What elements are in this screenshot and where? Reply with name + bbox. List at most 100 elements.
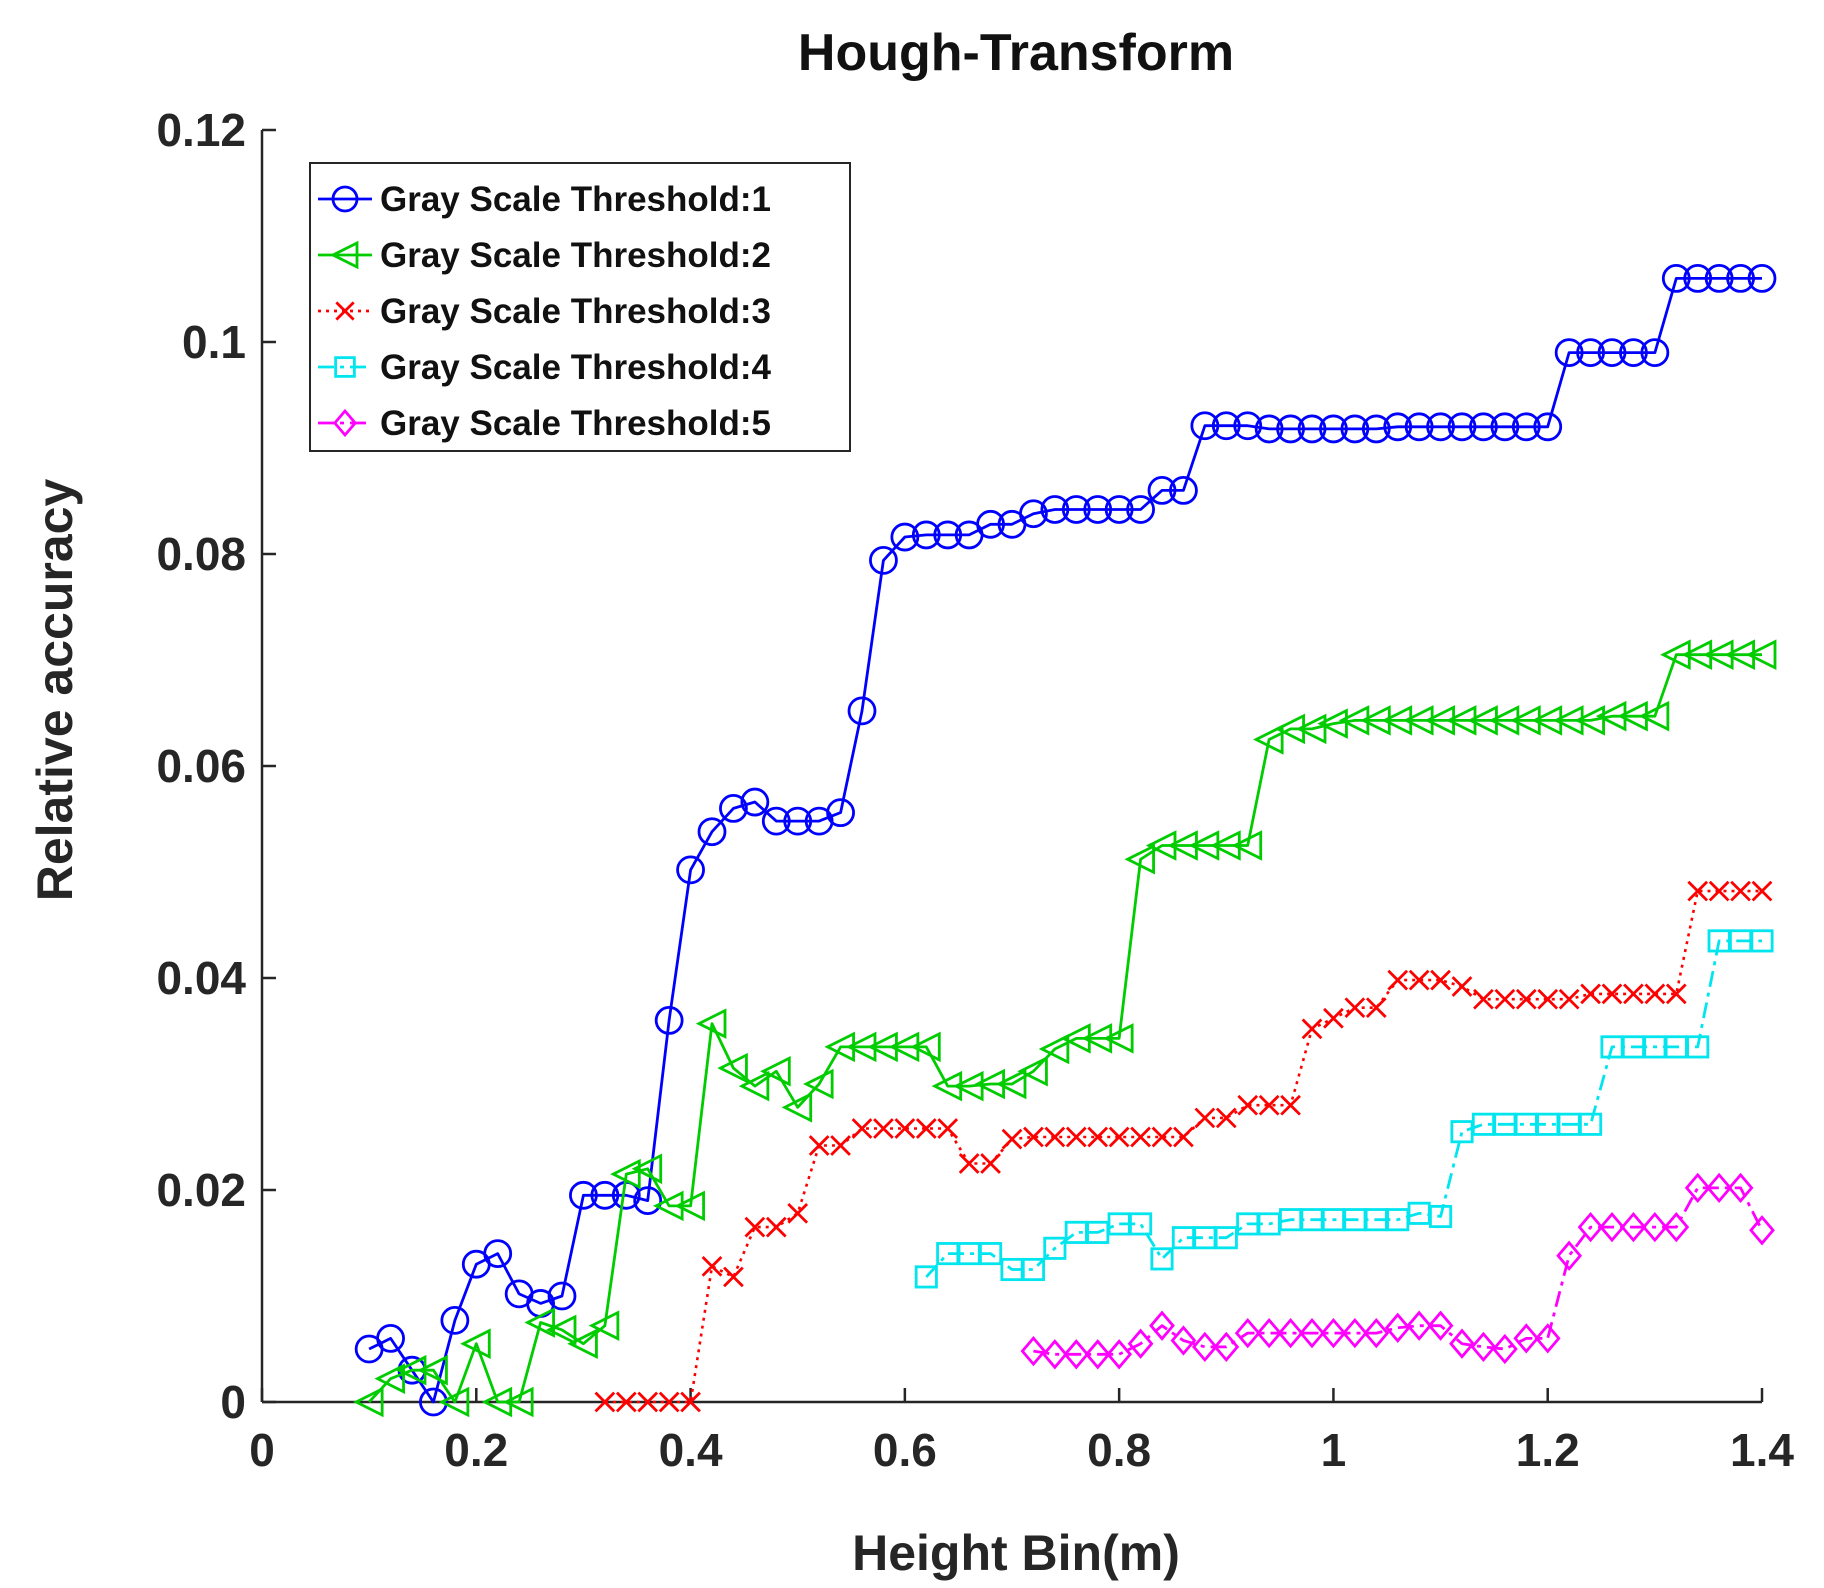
legend-entry-3: Gray Scale Threshold:3 <box>318 292 771 331</box>
data-point <box>332 408 358 438</box>
data-point <box>1686 1035 1710 1059</box>
data-point <box>695 1008 727 1039</box>
data-point <box>1726 263 1755 293</box>
data-point <box>1473 988 1494 1010</box>
data-point <box>460 1328 491 1359</box>
data-point <box>1640 338 1670 368</box>
data-point <box>1620 1211 1647 1243</box>
series-5 <box>1020 1172 1775 1370</box>
data-point <box>979 1242 1003 1266</box>
data-point <box>1173 1126 1194 1148</box>
data-point <box>1188 830 1220 861</box>
data-point <box>1429 1204 1453 1229</box>
data-point <box>1363 1317 1390 1349</box>
data-point <box>697 817 727 847</box>
data-point <box>1104 495 1134 524</box>
data-point <box>980 1153 1001 1174</box>
data-point <box>1706 1172 1733 1204</box>
data-point <box>738 1070 770 1102</box>
x-tick-label: 1.2 <box>1516 1424 1580 1476</box>
data-point <box>787 1202 809 1224</box>
legend-label: Gray Scale Threshold:2 <box>380 236 771 275</box>
data-point <box>1126 495 1155 524</box>
data-point <box>937 1118 959 1139</box>
data-point <box>1579 1112 1603 1136</box>
data-point <box>637 1391 659 1413</box>
data-point <box>1103 1023 1134 1054</box>
data-point <box>824 1031 855 1063</box>
data-point <box>888 1031 920 1063</box>
data-point <box>1595 700 1627 732</box>
x-tick-label: 1.4 <box>1730 1424 1794 1476</box>
series-layer <box>353 263 1777 1418</box>
data-point <box>1426 412 1455 442</box>
legend-label: Gray Scale Threshold:4 <box>380 348 772 387</box>
data-point <box>830 1135 851 1156</box>
data-point <box>1361 414 1391 444</box>
data-point <box>1231 830 1263 861</box>
data-point <box>610 1158 641 1190</box>
data-point <box>1044 1126 1066 1148</box>
data-point <box>1149 1310 1175 1341</box>
series-line <box>368 276 1762 1404</box>
data-point <box>974 1068 1005 1100</box>
legend-entry-1: Gray Scale Threshold:1 <box>318 180 771 219</box>
data-point <box>890 522 920 552</box>
data-point <box>847 696 877 726</box>
legend-box <box>309 162 851 452</box>
data-point <box>1577 1211 1604 1243</box>
data-point <box>995 1068 1027 1100</box>
data-point <box>1449 1328 1475 1359</box>
data-point <box>911 520 941 550</box>
data-point <box>1576 338 1605 368</box>
data-point <box>1661 263 1691 293</box>
data-point <box>1167 830 1198 861</box>
data-point <box>1494 988 1516 1010</box>
data-point <box>1021 1257 1045 1282</box>
data-point <box>1038 1033 1070 1065</box>
data-point <box>1277 1317 1304 1349</box>
data-point <box>717 1052 748 1084</box>
data-point <box>1258 1094 1280 1116</box>
data-point <box>1191 1331 1218 1363</box>
data-point <box>1150 1247 1174 1271</box>
data-point <box>1745 639 1777 670</box>
data-point <box>1274 713 1305 745</box>
data-point <box>1256 1317 1283 1349</box>
data-point <box>1041 1339 1068 1370</box>
series-2 <box>353 639 1777 1418</box>
data-point <box>1644 983 1666 1005</box>
legend-entry-4: Gray Scale Threshold:4 <box>318 348 772 387</box>
data-point <box>867 1031 898 1063</box>
data-point <box>1254 414 1284 444</box>
data-point <box>761 806 791 836</box>
data-point <box>335 301 355 321</box>
chart-title: Hough-Transform <box>798 24 1234 82</box>
data-point <box>1129 1212 1153 1236</box>
data-point <box>329 240 359 270</box>
x-axis-label: Height Bin(m) <box>852 1525 1180 1581</box>
data-point <box>976 509 1005 539</box>
x-tick-label: 0.4 <box>659 1424 723 1476</box>
data-point <box>914 1265 938 1289</box>
data-point <box>1491 1333 1518 1365</box>
data-point <box>1060 1023 1091 1054</box>
data-point <box>1617 700 1648 732</box>
data-point <box>1704 263 1734 293</box>
data-point <box>1087 1126 1109 1148</box>
data-point <box>1280 1094 1301 1116</box>
data-point <box>1684 1172 1711 1204</box>
data-point <box>1124 844 1155 875</box>
x-tick-label: 1 <box>1321 1424 1347 1476</box>
data-point <box>1043 1236 1067 1260</box>
data-point <box>910 1031 941 1063</box>
data-point <box>1660 639 1691 670</box>
data-point <box>744 1216 766 1238</box>
data-point <box>1040 495 1070 524</box>
data-point <box>1319 414 1348 444</box>
data-point <box>760 1056 791 1087</box>
data-point <box>869 545 898 575</box>
data-point <box>438 1386 470 1418</box>
